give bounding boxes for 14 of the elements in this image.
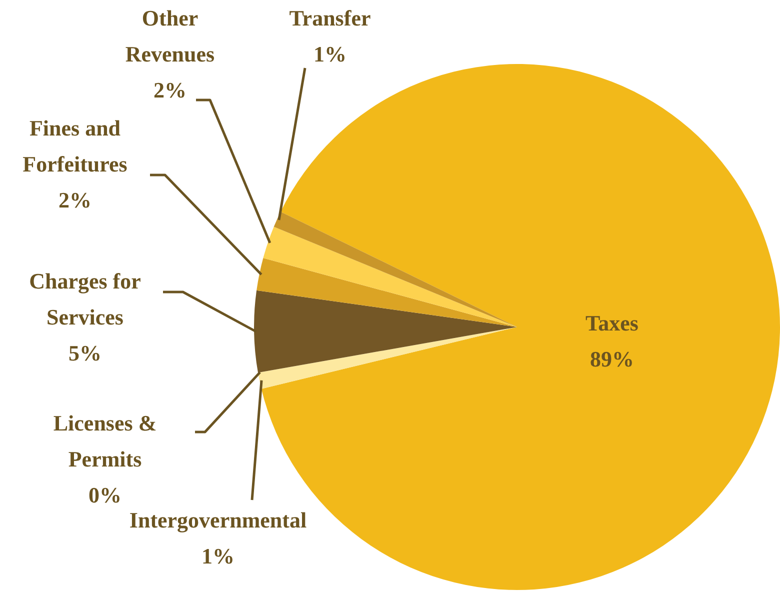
slice-label: Taxes	[586, 310, 639, 336]
data-label: 2%	[154, 78, 186, 103]
data-label: 5%	[68, 340, 102, 366]
text: 0%	[88, 482, 122, 508]
slice-label: Other Revenues	[125, 6, 216, 67]
slice-label: Fines and Forfeitures	[22, 116, 128, 177]
data-label: 89%	[590, 346, 634, 372]
slice-label: Transfer	[289, 6, 371, 31]
slice-label: Charges for Services	[29, 268, 142, 330]
slice-label: Intergovernmental	[129, 508, 307, 533]
data-label: 2%	[58, 188, 92, 213]
data-label: 1%	[202, 544, 234, 569]
category-label: Licenses & Permits	[53, 410, 157, 472]
data-label: 1%	[314, 42, 346, 67]
